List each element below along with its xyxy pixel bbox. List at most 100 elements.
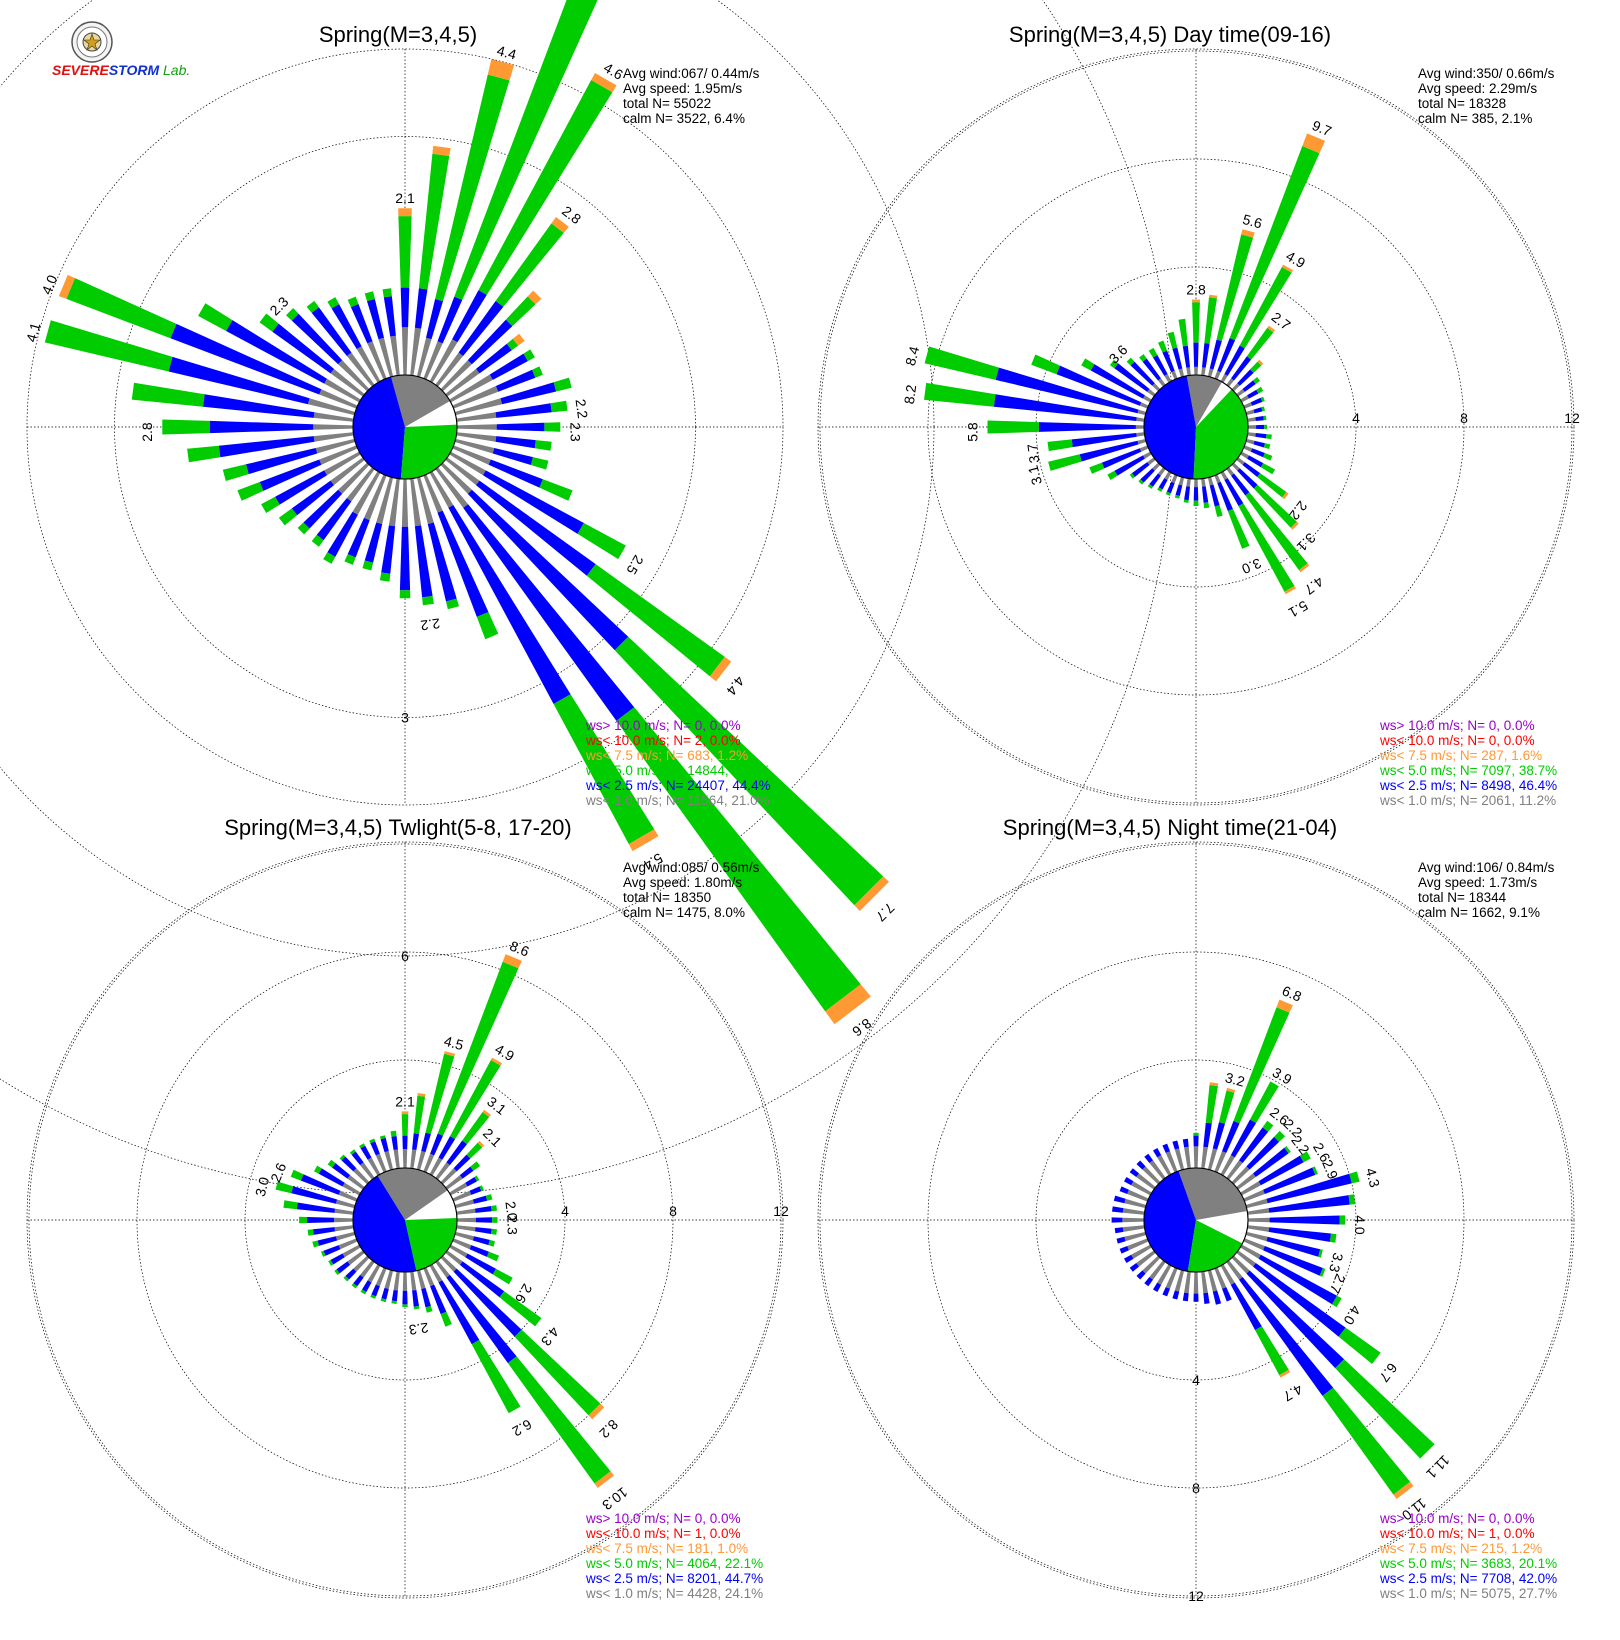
bar-segment (438, 1280, 480, 1345)
bar-segment (1162, 1287, 1170, 1297)
bar-segment (1089, 462, 1105, 474)
bar-segment (369, 1138, 376, 1144)
bar-segment (1260, 396, 1265, 402)
bar-segment (390, 1130, 397, 1137)
bar-segment (291, 1186, 338, 1204)
bar-segment (440, 1255, 457, 1272)
bar-segment (345, 1268, 357, 1280)
bar-segment (924, 346, 999, 380)
bar-segment (1250, 361, 1262, 373)
bar-segment (586, 564, 725, 677)
wind-rose-panel-2: 4 8 122.85.69.74.92.72.23.14.75.13.03.13.7… (817, 22, 1580, 808)
bar-segment (469, 1186, 482, 1195)
bar-segment (1262, 1120, 1274, 1132)
bar-segment (1129, 1263, 1139, 1272)
bar-segment (1299, 1151, 1311, 1163)
bar-segment (553, 694, 655, 845)
panel-title: Spring(M=3,4,5) Twlight(5-8, 17-20) (224, 815, 571, 840)
bar-segment (330, 457, 365, 486)
bar-segment (1233, 1007, 1290, 1124)
bar-segment (1193, 1132, 1199, 1136)
bar-segment (1226, 1160, 1243, 1180)
bar-segment (449, 1244, 468, 1258)
bar-segment (449, 451, 486, 476)
bar-segment (471, 1339, 521, 1414)
bar-segment (1194, 366, 1198, 375)
bar-segment (1178, 368, 1185, 378)
bar-segment (398, 216, 412, 288)
bar-value-label: 2.8 (139, 422, 155, 442)
bar-segment (1130, 361, 1155, 386)
bar-segment (1109, 359, 1119, 369)
bar-segment (1231, 1166, 1250, 1185)
stats-line: Avg speed: 1.80m/s (623, 875, 742, 890)
bar-segment (390, 335, 400, 376)
bar-segment (1149, 1260, 1166, 1280)
bar-segment (421, 1132, 431, 1153)
calm-circle-outline (352, 1167, 458, 1273)
bar-segment (1349, 1171, 1360, 1184)
legend-entry: ws< 10.0 m/s; N= 2, 0.0% (585, 733, 741, 748)
legend-entry: ws< 10.0 m/s; N= 1, 0.0% (1379, 1526, 1535, 1541)
bar-segment (1071, 433, 1137, 448)
bar-segment (987, 420, 1039, 434)
bar-segment (1158, 467, 1166, 476)
bar-segment (429, 471, 454, 508)
bar-segment (1048, 454, 1082, 471)
bar-segment (1239, 1277, 1334, 1396)
bar-segment (360, 1260, 375, 1278)
bar-segment (1242, 462, 1261, 477)
bar-value-label: 2.1 (480, 1125, 505, 1150)
bar-segment (1266, 434, 1272, 440)
bar-segment (1220, 1155, 1235, 1176)
bar-segment (457, 424, 497, 430)
bar-segment (352, 471, 381, 515)
bar-segment (1247, 389, 1259, 399)
bar-segment (1226, 378, 1234, 387)
bar-segment (478, 80, 613, 295)
bar-segment (1131, 1181, 1152, 1196)
bar-segment (1114, 455, 1145, 476)
bar-value-label: 4.0 (38, 272, 60, 296)
bar-segment (1209, 1082, 1219, 1087)
bar-segment (259, 459, 322, 491)
bar-segment (187, 445, 221, 463)
bar-segment (1081, 358, 1095, 371)
bar-segment (437, 296, 463, 344)
bar-segment (1147, 484, 1153, 489)
bar-segment (1056, 365, 1142, 406)
bar-segment (1149, 1160, 1166, 1180)
bar-segment (1253, 1147, 1289, 1177)
ring-12 (819, 843, 1573, 1597)
bar-segment (470, 1161, 481, 1171)
bar-segment (1090, 364, 1145, 399)
bar-segment (339, 1154, 346, 1161)
bar-segment (349, 1149, 356, 1155)
bar-segment (1240, 1181, 1261, 1196)
bar-segment (1256, 424, 1265, 430)
bar-segment (402, 1135, 408, 1150)
bar-segment (1274, 1130, 1286, 1142)
bar-value-label: 6.7 (1376, 1360, 1401, 1385)
bar-segment (319, 445, 358, 465)
bar-segment (1217, 338, 1236, 373)
bar-segment (1253, 440, 1265, 448)
bar-segment (1142, 1255, 1161, 1274)
bar-segment (1207, 1148, 1218, 1171)
bar-segment (496, 422, 545, 432)
bar-value-label: 4.7 (1280, 1381, 1305, 1405)
bar-segment (482, 1109, 491, 1117)
bar-segment (286, 308, 299, 321)
bar-segment (324, 378, 361, 403)
bar-segment (312, 1240, 319, 1248)
bar-segment (1243, 1238, 1265, 1251)
ring-label: 4 (1352, 410, 1360, 426)
bar-segment (1231, 383, 1240, 392)
legend-entry: ws< 2.5 m/s; N= 24407, 44.4% (585, 778, 771, 793)
bar-segment (1220, 374, 1228, 383)
bar-segment (454, 438, 495, 454)
stats-line: calm N= 1475, 8.0% (623, 905, 745, 920)
bar-segment (218, 436, 315, 458)
bar-segment (399, 526, 411, 591)
bar-segment (381, 1287, 389, 1300)
